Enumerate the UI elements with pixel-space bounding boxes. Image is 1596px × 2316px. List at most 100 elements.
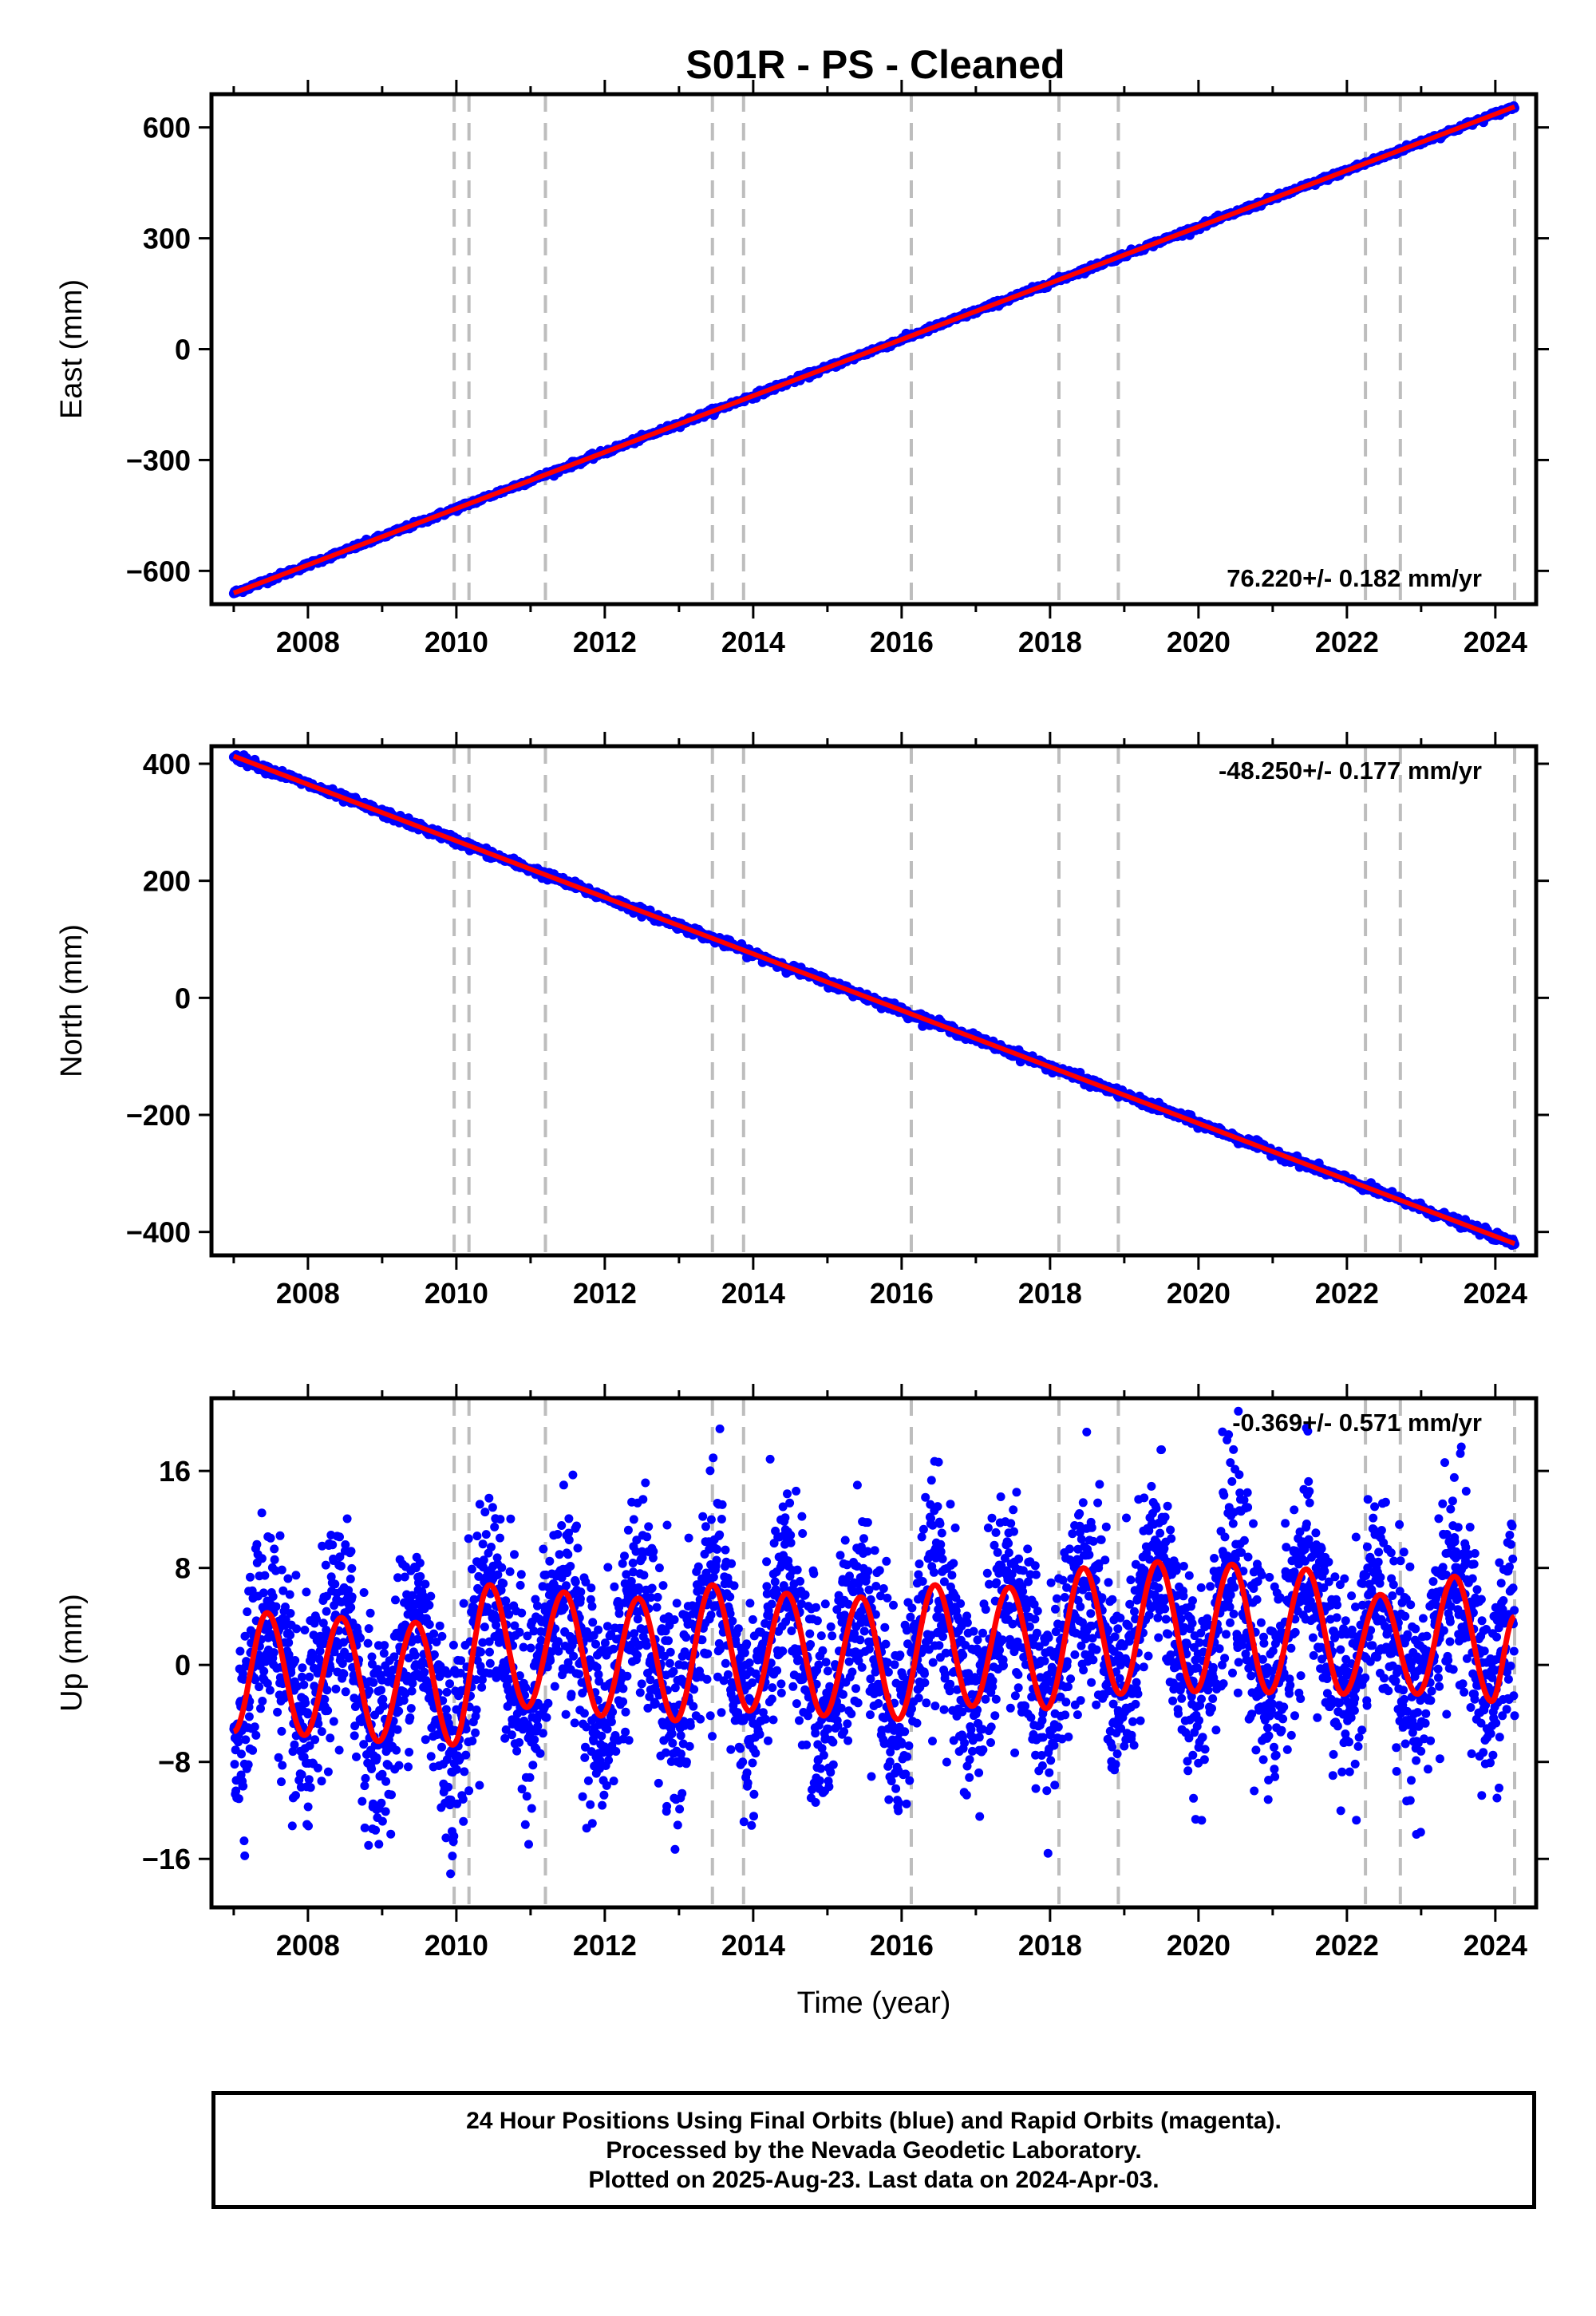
data-point bbox=[360, 1781, 369, 1791]
data-point bbox=[603, 1563, 613, 1572]
data-point bbox=[644, 1522, 654, 1531]
data-point bbox=[408, 1591, 417, 1600]
data-point bbox=[650, 1699, 660, 1709]
data-point bbox=[581, 1577, 591, 1587]
data-point bbox=[522, 1792, 531, 1801]
data-point bbox=[479, 1555, 488, 1565]
data-point bbox=[843, 1719, 852, 1729]
y-tick-label: 300 bbox=[143, 223, 191, 255]
data-point bbox=[326, 1663, 335, 1673]
data-point bbox=[377, 1769, 387, 1779]
data-point bbox=[739, 1817, 749, 1827]
data-point bbox=[279, 1586, 288, 1595]
data-point bbox=[477, 1675, 487, 1685]
data-point bbox=[263, 1678, 272, 1688]
data-point bbox=[778, 1502, 788, 1512]
data-point bbox=[738, 1757, 748, 1767]
data-point bbox=[426, 1591, 436, 1601]
data-point bbox=[240, 1851, 250, 1860]
panels: 2008 2010 2012 2014 2016 2018 2020 2022 2024−600… bbox=[55, 80, 1549, 2020]
data-point bbox=[302, 1587, 311, 1597]
data-point bbox=[510, 1550, 519, 1559]
data-point bbox=[742, 1768, 752, 1777]
data-point bbox=[643, 1703, 653, 1713]
data-point bbox=[257, 1554, 267, 1563]
data-point bbox=[839, 1727, 849, 1737]
data-point bbox=[444, 1782, 453, 1792]
data-point bbox=[448, 1640, 458, 1650]
data-point bbox=[335, 1552, 345, 1562]
data-point bbox=[277, 1565, 286, 1575]
data-point bbox=[673, 1820, 682, 1830]
data-point bbox=[517, 1608, 527, 1618]
data-point bbox=[696, 1714, 705, 1724]
data-point bbox=[406, 1704, 416, 1713]
data-point bbox=[638, 1547, 647, 1556]
data-point bbox=[748, 1678, 757, 1687]
data-point bbox=[679, 1661, 689, 1670]
data-point bbox=[404, 1762, 413, 1772]
data-point bbox=[303, 1802, 313, 1812]
data-point bbox=[788, 1682, 798, 1691]
data-point bbox=[811, 1729, 820, 1738]
data-point bbox=[475, 1780, 484, 1790]
data-point bbox=[260, 1571, 270, 1580]
data-point bbox=[646, 1593, 656, 1603]
data-point bbox=[369, 1678, 378, 1687]
data-point bbox=[581, 1742, 590, 1752]
data-point bbox=[583, 1776, 593, 1785]
y-tick-label: −600 bbox=[126, 555, 191, 587]
data-point bbox=[461, 1725, 471, 1734]
x-tick-label: 2020 bbox=[1167, 1277, 1231, 1310]
data-point bbox=[598, 1800, 607, 1810]
data-point bbox=[833, 1721, 843, 1730]
data-point bbox=[706, 1515, 716, 1524]
data-point bbox=[826, 1768, 836, 1777]
data-point bbox=[344, 1586, 354, 1595]
data-point bbox=[474, 1571, 484, 1581]
data-point bbox=[792, 1565, 802, 1575]
data-point bbox=[420, 1667, 429, 1677]
data-point bbox=[586, 1800, 595, 1809]
data-point bbox=[298, 1663, 307, 1673]
data-point bbox=[393, 1573, 402, 1583]
data-point bbox=[358, 1796, 367, 1806]
data-point bbox=[487, 1543, 496, 1551]
data-point bbox=[356, 1634, 365, 1642]
data-point bbox=[425, 1600, 434, 1610]
data-point bbox=[321, 1560, 330, 1570]
data-point bbox=[571, 1577, 580, 1587]
data-point bbox=[839, 1690, 847, 1699]
data-point bbox=[416, 1571, 425, 1581]
data-point bbox=[768, 1715, 778, 1725]
x-tick-label: 2024 bbox=[1464, 626, 1527, 658]
data-point bbox=[365, 1608, 375, 1618]
data-point bbox=[785, 1498, 795, 1508]
data-point bbox=[649, 1547, 658, 1556]
data-point bbox=[492, 1553, 502, 1563]
data-point bbox=[283, 1574, 293, 1583]
data-point bbox=[563, 1658, 573, 1667]
data-point bbox=[786, 1531, 796, 1540]
data-point bbox=[635, 1688, 645, 1697]
data-point bbox=[278, 1761, 287, 1770]
data-point bbox=[728, 1616, 737, 1626]
data-point bbox=[638, 1553, 647, 1563]
data-point bbox=[378, 1694, 388, 1704]
data-point bbox=[493, 1570, 503, 1579]
data-point bbox=[580, 1753, 590, 1762]
data-point bbox=[274, 1753, 283, 1762]
data-point bbox=[290, 1656, 300, 1665]
data-point bbox=[372, 1753, 381, 1763]
data-point bbox=[403, 1671, 413, 1681]
data-point bbox=[792, 1699, 801, 1709]
data-point bbox=[698, 1512, 708, 1521]
data-point bbox=[768, 1683, 777, 1693]
data-point bbox=[628, 1559, 638, 1567]
data-point bbox=[819, 1750, 828, 1760]
model-fit-line bbox=[232, 753, 1516, 1247]
data-point bbox=[751, 1749, 760, 1758]
data-point bbox=[626, 1576, 636, 1586]
data-point bbox=[405, 1748, 414, 1757]
data-point bbox=[592, 1662, 602, 1672]
